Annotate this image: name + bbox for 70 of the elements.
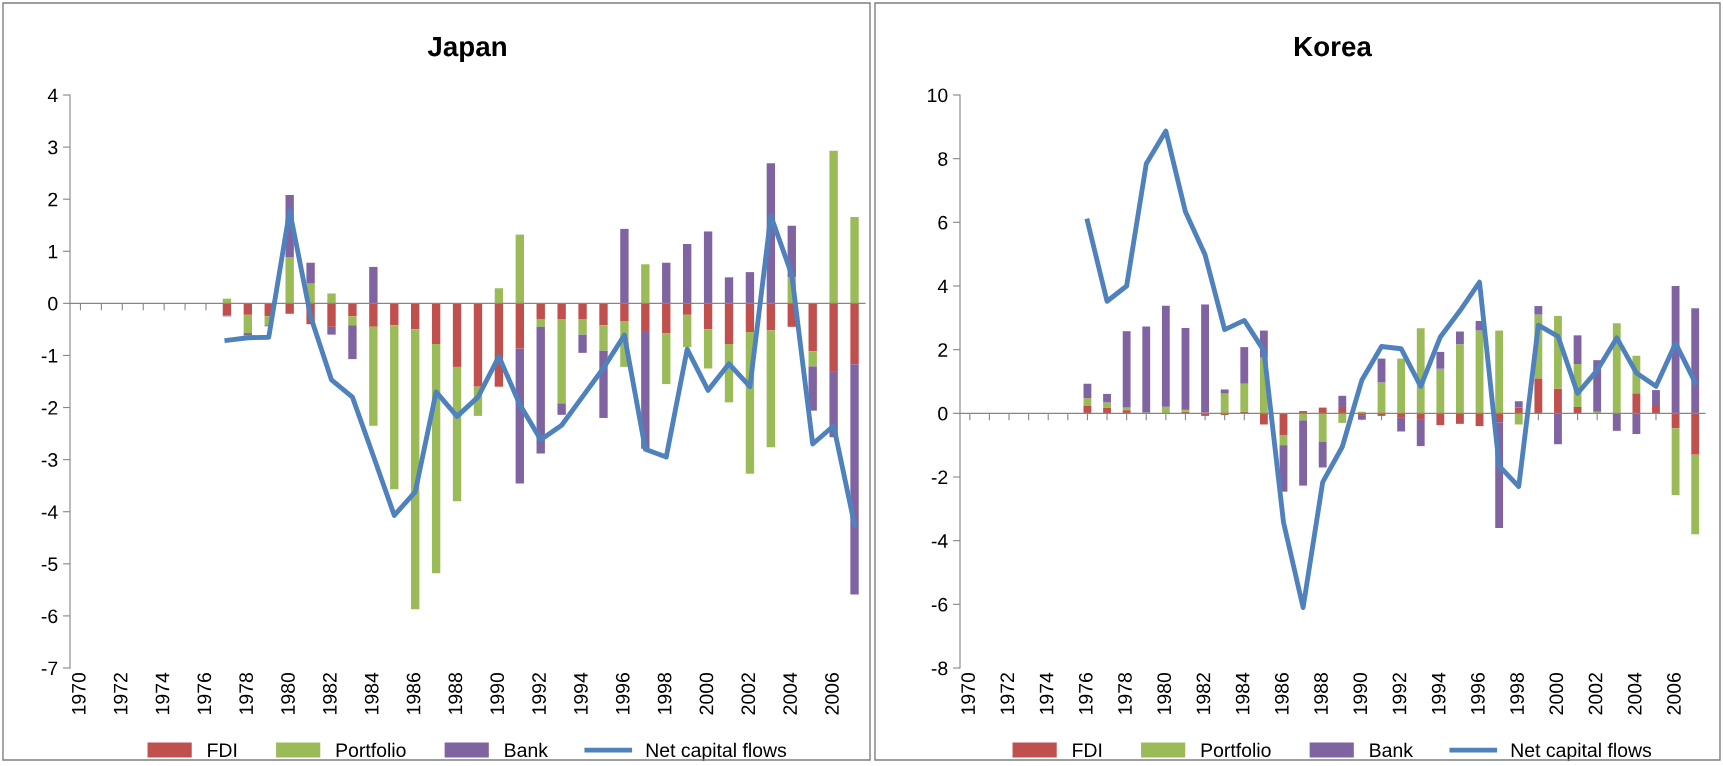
x-tick-label: 1990: [1353, 672, 1368, 714]
x-tick-label: 2006: [1667, 673, 1681, 715]
y-tick-label: -4: [41, 505, 58, 519]
y-tick-label: 0: [48, 296, 58, 311]
x-tick-label: 1986: [1274, 673, 1289, 714]
legend-label: Portfolio: [1201, 742, 1271, 758]
y-tick-label: 4: [937, 279, 948, 294]
chart-title: Japan: [427, 37, 506, 62]
x-tick-label: 1972: [113, 673, 128, 714]
x-tick-label: 1986: [406, 673, 421, 714]
y-tick-label: -3: [41, 453, 58, 467]
y-tick-label: -4: [931, 534, 948, 548]
y-tick-label: -6: [41, 609, 58, 624]
x-tick-label: 1976: [1078, 673, 1093, 714]
y-tick-label: 0: [938, 406, 948, 421]
legend-label: Bank: [505, 742, 549, 758]
x-tick-label: 1984: [364, 672, 379, 714]
y-tick-label: 3: [48, 140, 58, 155]
y-tick-label: -2: [931, 470, 948, 485]
x-tick-label: 1976: [197, 673, 212, 714]
legend-label: Net capital flows: [1511, 742, 1652, 761]
x-tick-label: 1974: [155, 672, 170, 714]
y-tick-label: 2: [48, 192, 58, 207]
x-tick-label: 2004: [783, 672, 797, 715]
y-tick-label: 1: [48, 244, 58, 259]
x-tick-label: 1998: [1510, 673, 1524, 714]
y-tick-label: 6: [938, 215, 948, 230]
x-tick-label: 1982: [1196, 673, 1211, 714]
x-tick-label: 2002: [1588, 673, 1603, 715]
x-tick-label: 1996: [1470, 673, 1485, 714]
y-tick-label: -6: [931, 597, 948, 612]
y-tick-label: -8: [931, 661, 948, 676]
legend-label: FDI: [208, 743, 237, 757]
x-tick-label: 1992: [532, 673, 546, 714]
y-tick-label: 10: [928, 88, 948, 103]
x-tick-label: 2004: [1627, 672, 1642, 715]
y-tick-label: -1: [41, 349, 58, 363]
legend-label: Bank: [1370, 742, 1414, 758]
x-tick-label: 1974: [1039, 672, 1054, 714]
x-tick-label: 1970: [71, 672, 86, 714]
x-tick-label: 1988: [1314, 673, 1328, 714]
x-tick-label: 2002: [741, 673, 756, 715]
y-tick-label: 4: [47, 88, 58, 103]
x-tick-label: 1994: [1431, 672, 1446, 714]
y-tick-label: -7: [41, 661, 58, 676]
x-tick-label: 1980: [281, 672, 295, 714]
x-tick-label: 2006: [825, 673, 839, 715]
x-tick-label: 1996: [615, 673, 630, 714]
x-tick-label: 1990: [490, 672, 505, 714]
y-tick-label: 2: [938, 343, 948, 357]
legend-label: FDI: [1073, 743, 1102, 757]
x-tick-label: 2000: [1549, 672, 1564, 715]
x-tick-label: 2000: [699, 672, 714, 715]
x-tick-label: 1972: [1000, 673, 1015, 714]
x-tick-label: 1994: [574, 672, 588, 714]
legend-label: Portfolio: [336, 742, 406, 758]
y-tick-label: 8: [938, 152, 948, 166]
x-tick-label: 1978: [239, 673, 254, 714]
legend-label: Net capital flows: [646, 742, 787, 761]
x-tick-label: 1998: [657, 673, 672, 714]
chart-title: Korea: [1294, 37, 1373, 57]
x-tick-label: 1988: [448, 673, 463, 714]
y-tick-label: -5: [41, 557, 58, 572]
x-tick-label: 1982: [322, 673, 337, 714]
x-tick-label: 1970: [961, 672, 976, 714]
x-tick-label: 1978: [1118, 673, 1132, 714]
y-tick-label: -2: [41, 401, 58, 415]
x-tick-label: 1984: [1235, 672, 1250, 714]
x-tick-label: 1992: [1392, 673, 1407, 714]
x-tick-label: 1980: [1157, 672, 1172, 714]
